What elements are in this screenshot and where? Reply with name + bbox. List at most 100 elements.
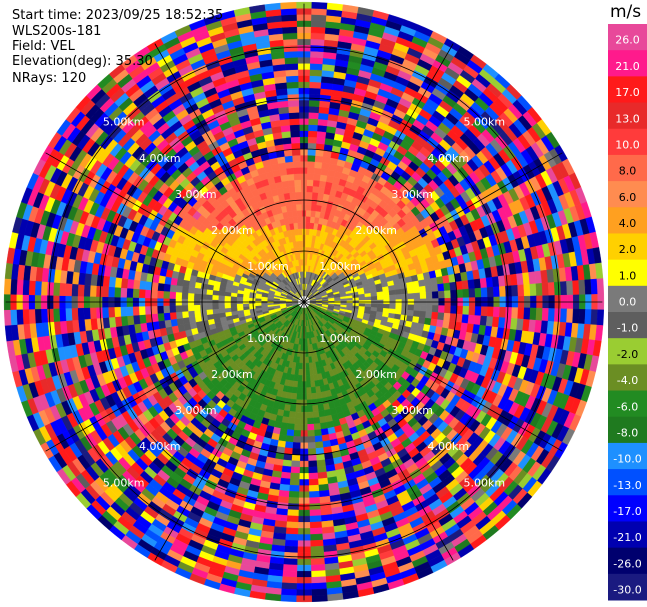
velocity-gate	[200, 309, 208, 316]
velocity-gate	[286, 521, 299, 529]
velocity-gate	[572, 280, 580, 296]
velocity-gate	[310, 32, 326, 40]
velocity-gate	[310, 392, 318, 400]
velocity-gate	[578, 309, 586, 325]
velocity-gate	[292, 436, 301, 443]
velocity-gate	[553, 308, 562, 323]
velocity-gate	[437, 312, 445, 321]
velocity-gate	[199, 293, 207, 300]
velocity-gate	[65, 283, 73, 297]
velocity-gate	[193, 287, 202, 295]
velocity-gate	[290, 460, 301, 468]
velocity-gate	[431, 305, 439, 313]
velocity-gate	[310, 44, 325, 53]
velocity-gate	[108, 316, 117, 328]
velocity-gate	[308, 124, 319, 132]
velocity-gate	[310, 38, 325, 46]
velocity-gate	[407, 293, 415, 300]
velocity-gate	[139, 280, 147, 290]
velocity-gate	[444, 290, 452, 299]
velocity-gate	[132, 306, 140, 316]
velocity-gate	[59, 308, 67, 322]
velocity-gate	[309, 87, 322, 95]
velocity-gate	[418, 279, 426, 288]
velocity-gate	[205, 294, 213, 300]
velocity-gate	[150, 289, 158, 299]
velocity-gate	[138, 288, 146, 299]
velocity-gate	[285, 527, 299, 535]
velocity-gate	[306, 203, 312, 211]
velocity-gate	[59, 282, 67, 296]
velocity-gate	[285, 435, 294, 443]
velocity-gate	[406, 281, 414, 289]
velocity-gate	[311, 14, 327, 22]
velocity-gate	[224, 307, 232, 313]
velocity-gate	[206, 308, 214, 316]
velocity-gate	[284, 545, 298, 554]
velocity-gate	[307, 442, 316, 450]
velocity-gate	[236, 303, 244, 308]
velocity-gate	[412, 286, 421, 294]
velocity-gate	[175, 311, 183, 319]
velocity-gate	[287, 503, 299, 511]
velocity-gate	[541, 308, 549, 322]
velocity-gate	[156, 290, 164, 299]
velocity-gate	[89, 284, 97, 297]
velocity-gate	[297, 381, 303, 388]
velocity-gate	[114, 316, 123, 327]
velocity-gate	[412, 280, 420, 288]
velocity-gate	[394, 288, 402, 296]
velocity-gate	[309, 93, 321, 101]
velocity-gate	[560, 308, 568, 323]
velocity-gate	[296, 387, 302, 394]
velocity-gate	[286, 429, 295, 437]
velocity-gate	[120, 315, 129, 327]
velocity-gate	[572, 308, 580, 324]
velocity-gate	[295, 405, 302, 413]
velocity-gate	[313, 423, 321, 431]
velocity-gate	[492, 306, 500, 318]
velocity-gate	[280, 471, 291, 480]
velocity-gate	[187, 310, 196, 318]
velocity-gate	[120, 306, 128, 317]
velocity-gate	[194, 315, 202, 323]
velocity-gate	[306, 393, 312, 401]
velocity-gate	[413, 304, 421, 312]
velocity-gate	[312, 417, 321, 425]
velocity-gate	[83, 307, 91, 320]
velocity-gate	[480, 287, 488, 298]
velocity-gate	[376, 303, 384, 309]
velocity-gate	[304, 338, 308, 346]
velocity-gate	[311, 8, 328, 16]
velocity-gate	[307, 436, 316, 443]
velocity-gate	[413, 292, 421, 300]
velocity-gate	[425, 311, 433, 319]
velocity-gate	[285, 533, 299, 541]
velocity-gate	[505, 285, 513, 297]
velocity-gate	[590, 278, 598, 295]
velocity-gate	[182, 316, 190, 325]
velocity-gate	[126, 306, 134, 317]
velocity-gate	[282, 459, 292, 467]
velocity-gate	[230, 307, 238, 312]
velocity-gate	[126, 315, 135, 326]
velocity-rays	[3, 1, 605, 603]
velocity-gate	[181, 310, 189, 319]
velocity-gate	[65, 307, 73, 321]
velocity-gate	[308, 112, 320, 120]
velocity-gate	[431, 291, 439, 299]
velocity-gate	[187, 304, 195, 312]
velocity-gate	[306, 423, 315, 431]
velocity-gate	[438, 305, 445, 314]
velocity-gate	[283, 558, 298, 566]
velocity-gate	[535, 307, 543, 321]
velocity-gate	[318, 112, 329, 121]
velocity-gate	[83, 284, 91, 297]
velocity-gate	[306, 173, 315, 181]
velocity-gate	[310, 564, 326, 572]
velocity-gate	[175, 291, 183, 300]
velocity-gate	[468, 288, 476, 298]
velocity-gate	[307, 136, 318, 144]
velocity-gate	[311, 20, 327, 28]
velocity-gate	[566, 280, 574, 296]
